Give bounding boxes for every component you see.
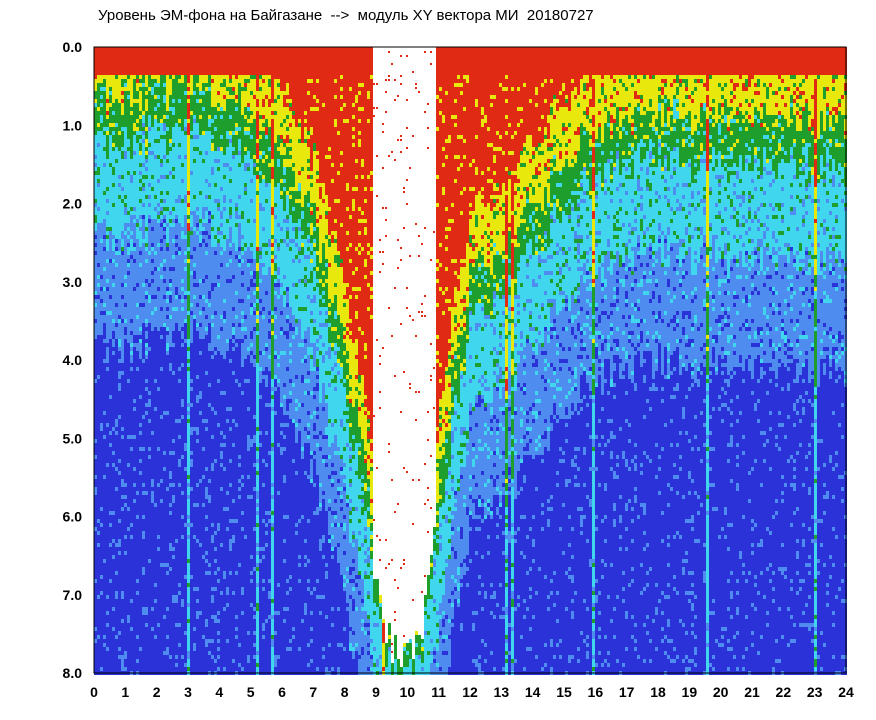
y-tick-label: 2.0 — [63, 196, 83, 212]
x-tick-label: 11 — [431, 684, 446, 700]
x-tick-label: 24 — [838, 684, 854, 700]
x-tick-label: 20 — [713, 684, 729, 700]
y-tick-label: 8.0 — [63, 665, 83, 681]
x-tick-label: 6 — [278, 684, 286, 700]
x-tick-label: 10 — [400, 684, 416, 700]
x-tick-label: 0 — [90, 684, 98, 700]
y-tick-label: 6.0 — [63, 509, 83, 525]
x-axis: 0 1 2 3 4 5 6 7 8 9 10 11 12 13 14 15 16 17 18 19 20 21 22 23 24 — [90, 684, 854, 700]
y-axis: 0.0 1.0 2.0 3.0 4.0 5.0 6.0 7.0 8.0 — [63, 39, 83, 681]
x-tick-label: 13 — [494, 684, 510, 700]
y-tick-label: 0.0 — [63, 39, 83, 55]
x-tick-label: 4 — [215, 684, 223, 700]
x-tick-label: 15 — [556, 684, 572, 700]
x-tick-label: 21 — [744, 684, 760, 700]
x-tick-label: 9 — [372, 684, 380, 700]
y-tick-label: 5.0 — [63, 430, 83, 446]
y-tick-label: 1.0 — [63, 117, 83, 133]
x-tick-label: 17 — [619, 684, 635, 700]
heat-field — [94, 47, 847, 675]
x-tick-label: 5 — [247, 684, 255, 700]
x-tick-label: 19 — [682, 684, 698, 700]
x-tick-label: 1 — [121, 684, 129, 700]
y-tick-label: 4.0 — [63, 352, 83, 368]
x-tick-label: 23 — [807, 684, 823, 700]
x-tick-label: 16 — [588, 684, 604, 700]
x-tick-label: 12 — [462, 684, 478, 700]
x-tick-label: 2 — [153, 684, 161, 700]
x-tick-label: 18 — [650, 684, 666, 700]
x-tick-label: 8 — [341, 684, 349, 700]
x-tick-label: 14 — [525, 684, 541, 700]
x-tick-label: 3 — [184, 684, 192, 700]
x-tick-label: 22 — [776, 684, 792, 700]
y-tick-label: 7.0 — [63, 587, 83, 603]
x-tick-label: 7 — [309, 684, 317, 700]
y-tick-label: 3.0 — [63, 274, 83, 290]
